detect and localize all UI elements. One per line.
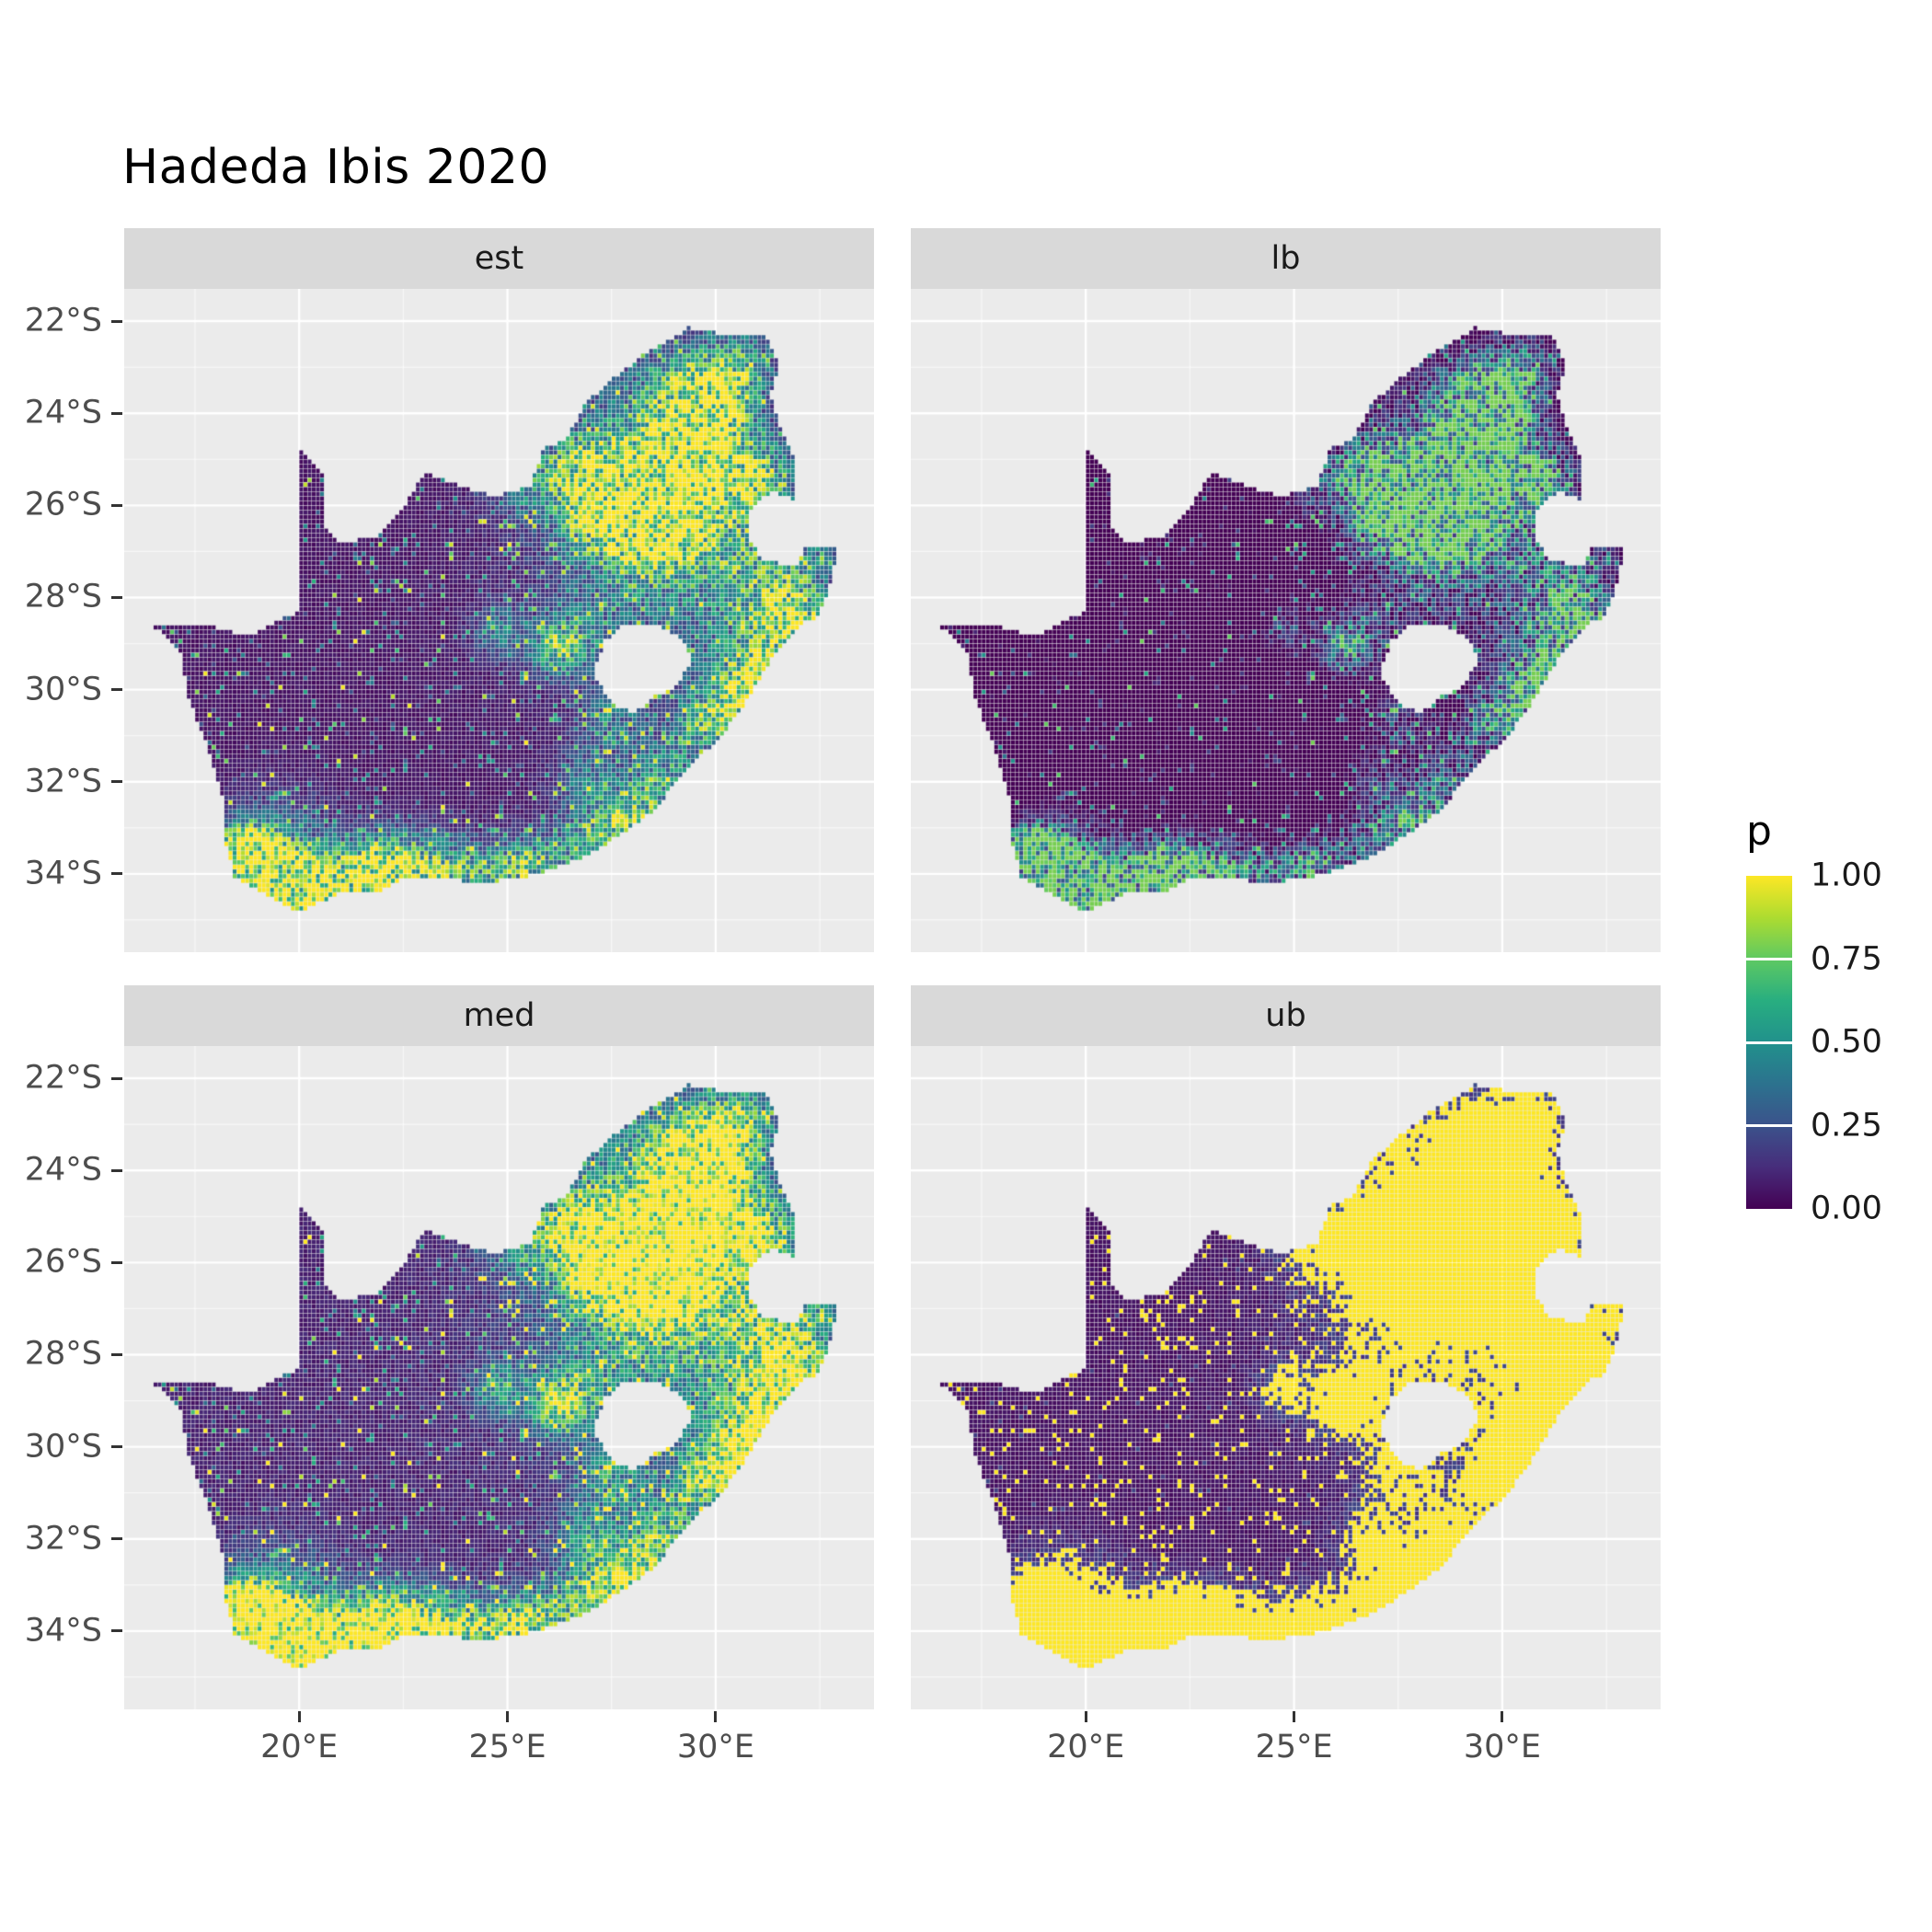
- facet-strip-label-lb: lb: [1271, 240, 1301, 277]
- legend-colorbar-tick: [1746, 1041, 1792, 1044]
- legend-colorbar-tick: [1746, 1124, 1792, 1127]
- y-axis-tick-label: 28°S: [24, 578, 102, 615]
- x-axis-tick: [714, 1711, 718, 1722]
- y-axis-tick: [111, 1445, 122, 1449]
- legend-label: 0.50: [1811, 1023, 1882, 1061]
- y-axis-tick-label: 26°S: [24, 486, 102, 523]
- y-axis-tick: [111, 411, 122, 415]
- y-axis-tick-label: 32°S: [24, 1520, 102, 1558]
- facet-panel-ub: [911, 1046, 1661, 1709]
- facet-strip-label-est: est: [474, 240, 524, 277]
- y-axis-tick-label: 22°S: [24, 302, 102, 339]
- y-axis-tick-label: 32°S: [24, 763, 102, 800]
- y-axis-tick: [111, 1076, 122, 1080]
- legend-label: 1.00: [1811, 857, 1882, 894]
- y-axis-tick-label: 22°S: [24, 1059, 102, 1097]
- legend-title: p: [1746, 808, 1772, 855]
- x-axis-tick-label: 20°E: [260, 1729, 339, 1765]
- map-canvas-lb: [911, 289, 1661, 952]
- x-axis-tick: [1084, 1711, 1087, 1722]
- facet-strip-label-med: med: [463, 997, 535, 1034]
- facet-panel-est: [124, 289, 874, 952]
- legend-colorbar-tick: [1746, 958, 1792, 960]
- y-axis-tick: [111, 688, 122, 692]
- y-axis-tick-label: 34°S: [24, 855, 102, 892]
- x-axis-tick-label: 25°E: [468, 1729, 546, 1765]
- x-axis-tick-label: 20°E: [1047, 1729, 1125, 1765]
- x-axis-tick: [1501, 1711, 1504, 1722]
- legend-label: 0.25: [1811, 1107, 1882, 1144]
- y-axis-tick-label: 30°S: [24, 671, 102, 708]
- facet-strip-ub: ub: [911, 985, 1661, 1046]
- y-axis-tick: [111, 1352, 122, 1356]
- y-axis-tick: [111, 595, 122, 599]
- facet-strip-label-ub: ub: [1265, 997, 1306, 1034]
- y-axis-tick-label: 34°S: [24, 1612, 102, 1650]
- y-axis-tick-label: 26°S: [24, 1243, 102, 1281]
- facet-strip-med: med: [124, 985, 874, 1046]
- legend-label: 0.00: [1811, 1190, 1882, 1227]
- x-axis-tick: [506, 1711, 510, 1722]
- y-axis-tick: [111, 872, 122, 876]
- map-canvas-ub: [911, 1046, 1661, 1709]
- plot-title: Hadeda Ibis 2020: [122, 140, 550, 195]
- facet-strip-lb: lb: [911, 228, 1661, 289]
- y-axis-tick: [111, 503, 122, 507]
- map-canvas-est: [124, 289, 874, 952]
- facet-panel-med: [124, 1046, 874, 1709]
- facet-strip-est: est: [124, 228, 874, 289]
- y-axis-tick-label: 30°S: [24, 1428, 102, 1466]
- x-axis-tick: [1293, 1711, 1296, 1722]
- y-axis-tick-label: 28°S: [24, 1335, 102, 1373]
- y-axis-tick: [111, 1260, 122, 1264]
- y-axis-tick: [111, 1537, 122, 1541]
- y-axis-tick: [111, 319, 122, 323]
- legend-label: 0.75: [1811, 940, 1882, 977]
- x-axis-tick-label: 30°E: [676, 1729, 755, 1765]
- y-axis-tick: [111, 1629, 122, 1633]
- y-axis-tick-label: 24°S: [24, 1151, 102, 1189]
- y-axis-tick: [111, 1168, 122, 1172]
- x-axis-tick-label: 25°E: [1255, 1729, 1333, 1765]
- map-canvas-med: [124, 1046, 874, 1709]
- facet-panel-lb: [911, 289, 1661, 952]
- y-axis-tick: [111, 780, 122, 784]
- x-axis-tick-label: 30°E: [1463, 1729, 1542, 1765]
- x-axis-tick: [297, 1711, 301, 1722]
- y-axis-tick-label: 24°S: [24, 394, 102, 431]
